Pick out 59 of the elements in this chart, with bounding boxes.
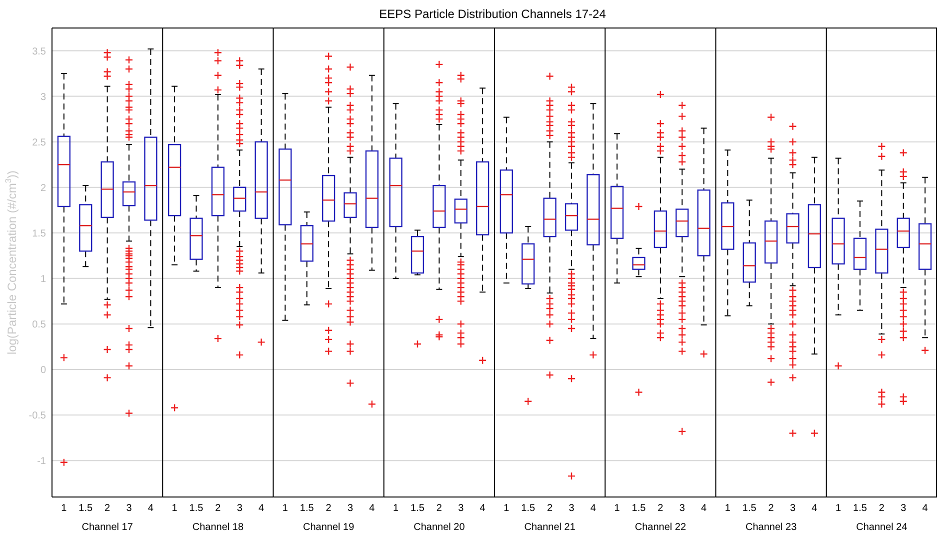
x-tick-label: 2: [768, 503, 774, 514]
x-axis-title: Channel 24: [856, 522, 908, 533]
chart-title: EEPS Particle Distribution Channels 17-24: [379, 7, 606, 21]
y-tick-label: 1: [40, 274, 46, 285]
x-tick-label: 1: [282, 503, 288, 514]
x-tick-label: 4: [148, 503, 154, 514]
x-tick-label: 3: [568, 503, 575, 514]
x-axis-title: Channel 23: [745, 522, 798, 533]
x-tick-label: 4: [480, 503, 486, 514]
x-tick-label: 2: [215, 503, 222, 514]
y-tick-label: 3.5: [32, 46, 46, 58]
x-tick-label: 2: [104, 503, 111, 514]
x-tick-label: 2: [436, 503, 442, 514]
x-tick-label: 1.5: [300, 503, 314, 514]
x-tick-label: 1: [724, 503, 731, 514]
x-tick-label: 4: [590, 503, 596, 514]
x-axis-title: Channel 18: [192, 522, 244, 533]
x-tick-label: 1: [504, 503, 510, 514]
x-tick-label: 3: [347, 503, 354, 514]
x-tick-label: 4: [922, 503, 928, 514]
x-tick-label: 1: [836, 503, 842, 514]
x-axis-title: Channel 20: [414, 522, 466, 533]
x-tick-label: 1: [614, 503, 620, 514]
x-tick-label: 2: [547, 503, 554, 514]
y-tick-label: 3: [40, 92, 46, 103]
x-tick-label: 2: [326, 503, 332, 514]
x-tick-label: 1: [172, 503, 178, 514]
x-tick-label: 1: [393, 503, 400, 514]
y-tick-label: 0.5: [32, 319, 46, 330]
x-tick-label: 1.5: [853, 503, 868, 514]
x-tick-label: 2: [878, 503, 885, 514]
y-tick-label: 1.5: [32, 228, 46, 240]
x-tick-label: 1.5: [632, 503, 646, 514]
x-tick-label: 4: [812, 503, 818, 514]
x-tick-label: 3: [679, 503, 686, 514]
x-tick-label: 4: [701, 503, 708, 514]
x-axis-title: Channel 22: [634, 522, 686, 533]
x-tick-label: 1.5: [78, 503, 94, 514]
x-tick-label: 2: [658, 503, 664, 514]
x-axis-title: Channel 17: [82, 522, 134, 533]
x-tick-label: 3: [236, 503, 243, 514]
y-tick-label: -0.5: [28, 410, 46, 422]
x-tick-label: 4: [258, 503, 265, 514]
x-tick-label: 1.5: [521, 503, 536, 514]
x-tick-label: 1: [61, 503, 68, 514]
y-tick-label: 2.5: [32, 137, 46, 148]
x-tick-label: 3: [790, 503, 796, 514]
x-axis-title: Channel 19: [302, 522, 355, 533]
x-tick-label: 1.5: [189, 503, 204, 514]
x-tick-label: 3: [900, 503, 907, 514]
x-tick-label: 3: [126, 503, 132, 514]
y-tick-label: -1: [37, 456, 46, 468]
x-tick-label: 1.5: [410, 503, 425, 514]
y-tick-label: 2: [40, 182, 46, 194]
x-axis-title: Channel 21: [524, 522, 576, 533]
x-tick-label: 4: [369, 503, 376, 514]
x-tick-label: 3: [458, 503, 464, 514]
y-tick-label: 0: [40, 365, 46, 376]
x-tick-label: 1.5: [742, 503, 757, 514]
